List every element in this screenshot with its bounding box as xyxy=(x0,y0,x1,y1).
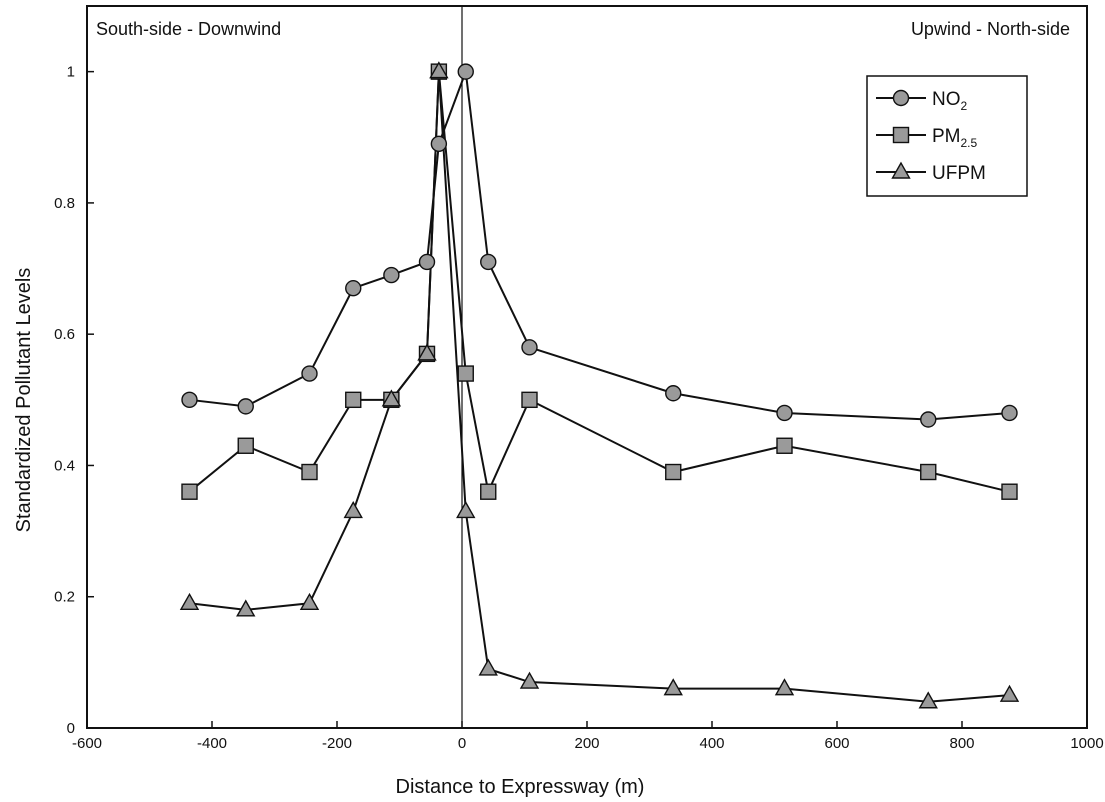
legend-label: UFPM xyxy=(932,163,986,184)
x-tick-label: 200 xyxy=(574,735,599,752)
x-tick-label: -400 xyxy=(197,735,227,752)
data-point-ufpm xyxy=(179,592,200,610)
legend-item: UFPM xyxy=(876,161,986,184)
y-tick-label: 0 xyxy=(67,720,75,737)
data-point-ufpm xyxy=(918,691,938,709)
data-point-pm2-5 xyxy=(480,483,497,500)
data-point-pm2-5 xyxy=(457,365,474,382)
data-point-no2 xyxy=(237,398,254,415)
annotation-right: Upwind - North-side xyxy=(911,19,1070,39)
data-point-ufpm xyxy=(478,658,498,676)
data-point-ufpm xyxy=(456,500,476,519)
data-point-pm2-5 xyxy=(237,437,254,454)
x-tick-label: 0 xyxy=(458,735,466,752)
series-markers-pm2-5 xyxy=(181,63,1018,500)
x-axis-title: Distance to Expressway (m) xyxy=(396,776,645,798)
series-line-ufpm xyxy=(189,71,1010,703)
data-point-no2 xyxy=(418,253,436,271)
data-point-no2 xyxy=(480,253,497,271)
data-point-no2 xyxy=(776,404,793,422)
data-point-ufpm xyxy=(343,500,363,519)
data-point-ufpm xyxy=(417,343,437,361)
x-axis: -600 -400 -200 0 200 400 600 800 1000 xyxy=(72,721,1104,752)
legend-label: NO2 xyxy=(932,89,968,113)
y-axis-title: Standardized Pollutant Levels xyxy=(13,268,35,533)
x-tick-label: 400 xyxy=(699,735,724,752)
data-point-pm2-5 xyxy=(521,391,538,409)
data-point-no2 xyxy=(920,411,937,428)
legend-item: PM2.5 xyxy=(876,126,978,150)
data-point-pm2-5 xyxy=(1001,483,1018,500)
data-point-ufpm xyxy=(236,599,256,617)
data-point-no2 xyxy=(521,339,538,356)
data-point-no2 xyxy=(1001,404,1018,422)
data-point-ufpm xyxy=(299,592,320,610)
data-point-ufpm xyxy=(429,61,449,79)
data-point-no2 xyxy=(301,365,318,382)
legend-marker-circle xyxy=(892,89,910,107)
x-tick-label: 600 xyxy=(824,735,849,752)
series-line-pm2-5 xyxy=(188,71,1010,496)
data-point-pm2-5 xyxy=(345,391,362,409)
legend-label: PM2.5 xyxy=(932,126,978,150)
data-point-pm2-5 xyxy=(665,463,682,481)
data-point-ufpm xyxy=(999,684,1020,702)
data-point-ufpm xyxy=(381,389,402,407)
y-tick-label: 0.2 xyxy=(54,589,75,606)
legend-item: NO2 xyxy=(876,89,968,113)
y-tick-label: 0.8 xyxy=(54,195,75,212)
x-tick-label: -200 xyxy=(322,735,352,752)
y-tick-label: 1 xyxy=(67,64,75,81)
y-tick-label: 0.6 xyxy=(54,326,75,343)
data-point-pm2-5 xyxy=(181,483,198,500)
data-point-ufpm xyxy=(519,671,540,689)
y-axis: 0 0.2 0.4 0.6 0.8 1 xyxy=(54,64,94,737)
data-point-no2 xyxy=(345,280,362,297)
series-line-no2 xyxy=(189,71,1010,421)
data-point-ufpm xyxy=(774,678,795,696)
legend-marker-square xyxy=(892,126,910,144)
series-layer xyxy=(179,61,1020,709)
data-point-pm2-5 xyxy=(920,463,937,481)
legend-marker-triangle xyxy=(891,161,911,179)
data-point-no2 xyxy=(383,266,400,284)
series-markers-ufpm xyxy=(179,61,1020,709)
x-tick-label: 1000 xyxy=(1070,735,1103,752)
x-tick-label: -600 xyxy=(72,735,102,752)
data-point-pm2-5 xyxy=(776,437,793,454)
legend: NO2 PM2.5 UFPM xyxy=(866,75,1028,197)
series-markers-no2 xyxy=(181,63,1018,428)
data-point-ufpm xyxy=(663,678,683,696)
x-tick-label: 800 xyxy=(949,735,974,752)
data-point-no2 xyxy=(181,391,198,409)
data-point-no2 xyxy=(430,135,448,153)
annotation-left: South-side - Downwind xyxy=(96,19,281,39)
y-tick-label: 0.4 xyxy=(54,457,75,474)
data-point-pm2-5 xyxy=(301,463,318,481)
data-point-no2 xyxy=(665,385,682,402)
data-point-no2 xyxy=(457,63,474,80)
